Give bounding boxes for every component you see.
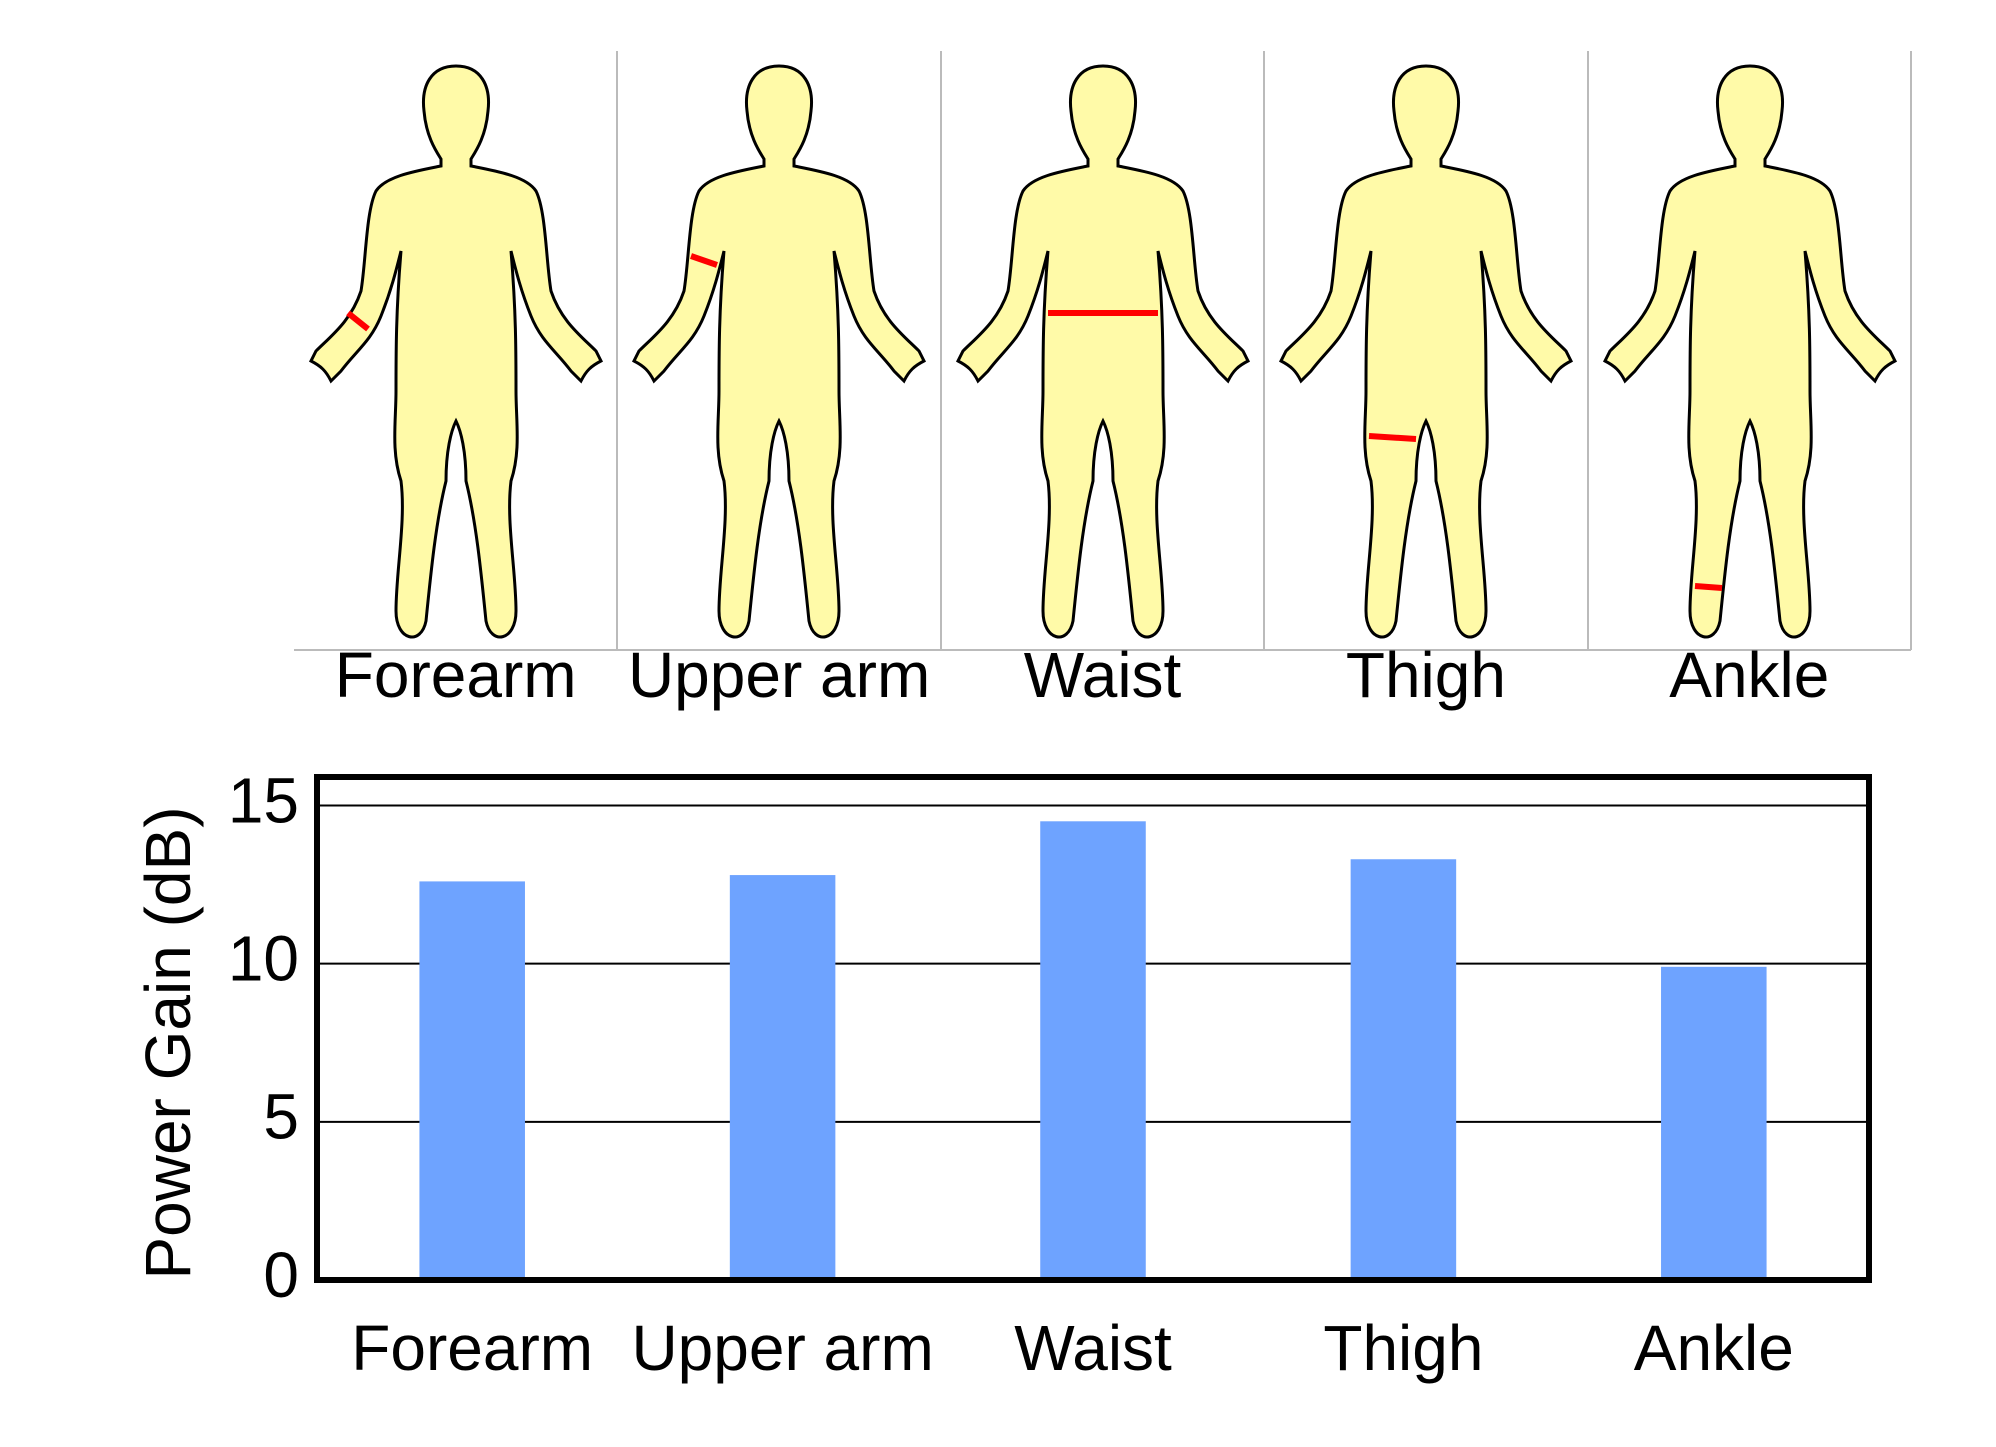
y-tick-label: 15	[228, 764, 299, 836]
bar	[729, 875, 836, 1280]
plot-frame	[314, 774, 1872, 1283]
x-tick-label: Upper arm	[631, 1312, 933, 1384]
y-tick-label: 10	[228, 923, 299, 995]
bar	[1040, 821, 1146, 1280]
bar	[419, 881, 525, 1280]
x-tick-label: Waist	[1014, 1312, 1172, 1384]
figure-label: Waist	[1024, 639, 1182, 711]
body-figure	[956, 64, 1250, 639]
figure-label: Thigh	[1346, 639, 1506, 711]
body-figure	[632, 64, 926, 639]
x-tick-label: Forearm	[351, 1312, 593, 1384]
figure-panel	[294, 51, 1912, 651]
x-tick-label: Ankle	[1634, 1312, 1794, 1384]
bar	[1661, 966, 1767, 1280]
body-figure	[309, 64, 603, 639]
y-tick-label: 0	[263, 1239, 299, 1311]
bar	[1350, 859, 1457, 1280]
body-figure	[1279, 64, 1573, 639]
y-tick-label: 5	[263, 1081, 299, 1153]
figure-label: Ankle	[1669, 639, 1829, 711]
figure-label: Upper arm	[628, 639, 930, 711]
body-figure	[1603, 64, 1897, 639]
figure-label: Forearm	[335, 639, 577, 711]
x-tick-label: Thigh	[1323, 1312, 1483, 1384]
y-axis-label: Power Gain (dB)	[132, 806, 204, 1279]
